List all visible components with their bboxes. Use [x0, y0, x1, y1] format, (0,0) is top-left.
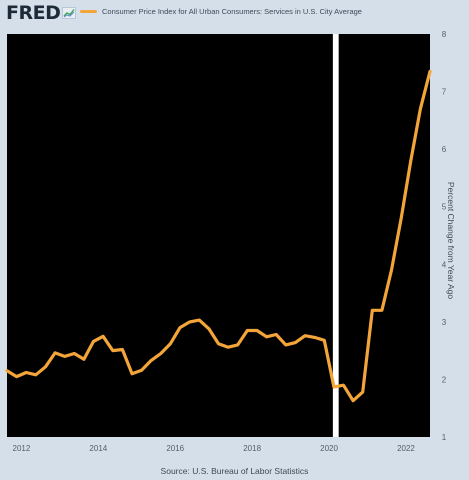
y-tick-label: 1 [442, 433, 447, 442]
data-point [83, 358, 85, 361]
data-point [313, 336, 316, 339]
x-tick-label: 2012 [13, 444, 31, 453]
data-point [304, 334, 306, 337]
fred-logo[interactable]: FRED [6, 2, 77, 24]
data-point [150, 359, 153, 362]
data-point [390, 269, 393, 271]
chart-header: FRED Consumer Price Index for All Urban … [0, 0, 469, 28]
x-tick-label: 2014 [89, 444, 107, 453]
chart-line-icon [62, 7, 77, 19]
data-point [25, 371, 28, 374]
logo-text: FRED [6, 2, 61, 24]
data-point [294, 341, 297, 344]
data-point [246, 329, 249, 332]
data-point [15, 375, 18, 378]
data-point [140, 369, 143, 372]
legend-swatch [80, 10, 97, 13]
y-tick-label: 8 [442, 30, 447, 39]
y-tick-label: 4 [442, 260, 447, 269]
data-point [400, 217, 402, 220]
data-point [169, 342, 172, 345]
data-point [429, 70, 431, 73]
data-point [361, 391, 364, 393]
x-tick-label: 2018 [243, 444, 261, 453]
data-point [333, 386, 335, 388]
data-point [111, 349, 114, 352]
data-point [121, 348, 124, 351]
y-tick-label: 3 [442, 318, 447, 327]
x-tick-label: 2016 [166, 444, 184, 453]
data-point [275, 333, 277, 336]
data-point [54, 352, 56, 354]
data-point [352, 399, 354, 402]
data-point [371, 309, 374, 312]
data-point [409, 159, 412, 162]
recession-band [332, 34, 339, 437]
data-point [342, 384, 345, 386]
data-point [102, 335, 104, 338]
data-point [236, 344, 239, 346]
data-point [160, 352, 162, 355]
data-point [256, 329, 258, 332]
data-point [188, 321, 191, 323]
data-point [179, 326, 181, 329]
y-tick-label: 7 [442, 88, 447, 97]
data-point [208, 327, 210, 330]
data-point [6, 369, 8, 372]
x-tick-label: 2020 [320, 444, 338, 453]
data-point [44, 365, 47, 368]
source-note: Source: U.S. Bureau of Labor Statistics [160, 466, 309, 476]
chart-legend: Consumer Price Index for All Urban Consu… [80, 7, 362, 16]
data-point [265, 336, 268, 338]
data-point [381, 309, 383, 312]
x-tick-label: 2022 [397, 444, 415, 453]
data-point [419, 108, 422, 110]
data-point [227, 346, 229, 348]
y-tick-label: 5 [442, 203, 447, 212]
data-point [35, 374, 37, 376]
data-point [217, 342, 220, 345]
plot-area [7, 34, 430, 437]
y-tick-label: 2 [442, 375, 447, 384]
data-point [73, 352, 76, 355]
legend-label: Consumer Price Index for All Urban Consu… [102, 7, 362, 16]
y-axis-title: Percent Change from Year Ago [446, 182, 456, 299]
data-point [198, 319, 201, 321]
data-point [131, 372, 133, 375]
data-point [284, 344, 287, 346]
y-tick-label: 6 [442, 145, 447, 154]
data-point [323, 339, 326, 342]
data-point [63, 355, 66, 358]
data-point [92, 340, 95, 343]
